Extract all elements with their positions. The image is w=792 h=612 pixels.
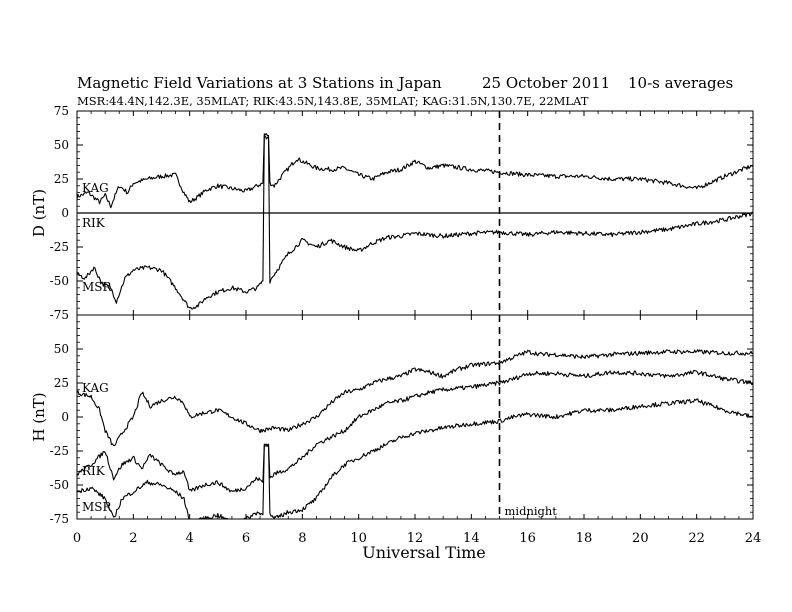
panel-h-ticks: -75 -50 -25 0 25 50 bbox=[50, 315, 754, 526]
x-tick-label: 20 bbox=[632, 531, 649, 546]
panel-h-ylabel: H (nT) bbox=[30, 392, 48, 441]
panel-h-series-rik bbox=[76, 370, 754, 493]
panel-h-ytick-label: -50 bbox=[50, 478, 69, 492]
panel-d-ylabel: D (nT) bbox=[30, 189, 48, 237]
x-tick-label: 10 bbox=[350, 531, 367, 546]
x-tick-label: 24 bbox=[745, 531, 762, 546]
panel-d-label-msr: MSR bbox=[82, 280, 113, 294]
panel-h-frame bbox=[76, 314, 754, 520]
panel-h-series-kag bbox=[76, 349, 754, 447]
panel-d-series-kag bbox=[76, 133, 754, 209]
panel-h-ytick-label: 25 bbox=[54, 376, 69, 390]
panel-d: -75 -50 -25 0 25 50 75 D (nT) KAG RIK MSR bbox=[30, 104, 754, 322]
x-axis: 0 2 4 6 8 10 12 14 16 18 20 22 24 bbox=[73, 111, 761, 546]
panel-d-ytick-label: 50 bbox=[54, 138, 69, 152]
panel-h-ytick-label: -75 bbox=[50, 512, 69, 526]
panel-h-series-msr bbox=[76, 398, 754, 520]
panel-h-ytick-label: 50 bbox=[54, 342, 69, 356]
panel-h-plot bbox=[76, 349, 754, 520]
stations-line: MSR:44.4N,142.3E, 35MLAT; RIK:43.5N,143.… bbox=[77, 94, 589, 108]
panel-h-label-rik: RIK bbox=[82, 464, 106, 478]
x-tick-label: 22 bbox=[688, 531, 705, 546]
x-tick-label: 18 bbox=[576, 531, 593, 546]
panel-d-label-rik: RIK bbox=[82, 216, 106, 230]
panel-d-ytick-label: 25 bbox=[54, 172, 69, 186]
x-tick-label: 0 bbox=[73, 531, 81, 546]
panel-d-ytick-label: 75 bbox=[54, 104, 69, 118]
chart-date: 25 October 2011 bbox=[482, 74, 610, 92]
x-tick-label: 14 bbox=[463, 531, 480, 546]
panel-d-ytick-label: -25 bbox=[50, 240, 69, 254]
panel-d-series-msr bbox=[76, 135, 754, 310]
midnight-label: midnight bbox=[505, 504, 558, 518]
x-tick-label: 4 bbox=[186, 531, 194, 546]
panel-d-label-kag: KAG bbox=[82, 181, 109, 195]
panel-d-ytick-label: 0 bbox=[61, 206, 69, 220]
chart-title: Magnetic Field Variations at 3 Stations … bbox=[77, 74, 442, 92]
x-tick-label: 12 bbox=[407, 531, 424, 546]
panel-d-ytick-label: -75 bbox=[50, 308, 69, 322]
x-tick-label: 8 bbox=[298, 531, 306, 546]
panel-h-ytick-label: -25 bbox=[50, 444, 69, 458]
panel-h: -75 -50 -25 0 25 50 H (nT) KAG RIK MSR bbox=[30, 314, 754, 526]
panel-d-plot bbox=[76, 133, 754, 310]
panel-h-label-msr: MSR bbox=[82, 500, 113, 514]
panel-h-label-kag: KAG bbox=[82, 381, 109, 395]
x-tick-label: 2 bbox=[129, 531, 137, 546]
x-tick-label: 6 bbox=[242, 531, 250, 546]
chart-averaging: 10-s averages bbox=[628, 74, 733, 92]
panel-h-ytick-label: 0 bbox=[61, 410, 69, 424]
x-tick-label: 16 bbox=[519, 531, 536, 546]
x-axis-label: Universal Time bbox=[362, 543, 485, 562]
panel-d-ytick-label: -50 bbox=[50, 274, 69, 288]
